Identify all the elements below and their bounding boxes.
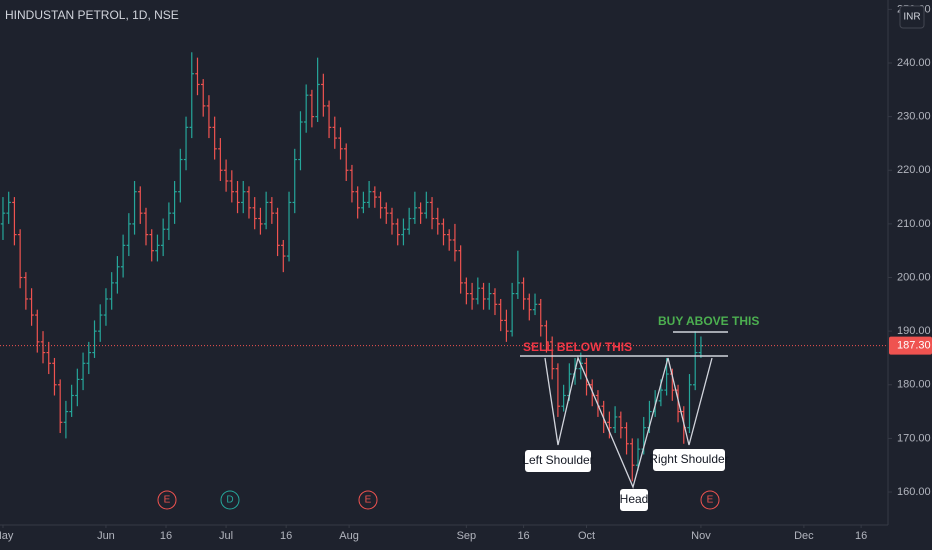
- event-marker[interactable]: [220, 490, 240, 510]
- chart-title: HINDUSTAN PETROL, 1D, NSE: [5, 8, 179, 22]
- x-tick-label: 16: [160, 530, 172, 542]
- x-tick-label: Jul: [219, 530, 233, 542]
- pattern-outline: [544, 355, 713, 489]
- overlay: 187.30: [0, 336, 932, 355]
- pattern-label: Head: [620, 492, 649, 506]
- label-box: [525, 450, 591, 472]
- x-tick-label: Dec: [794, 530, 814, 542]
- y-tick-label: 200.00: [897, 271, 931, 283]
- axes: 160.00 170.00 180.00 190.00 200.00 210.00 220.…: [0, 3, 931, 542]
- y-tick-label: 190.00: [897, 325, 931, 337]
- label-box: [653, 449, 725, 471]
- y-tick-label: 160.00: [897, 486, 931, 498]
- x-tick-label: May: [0, 530, 14, 542]
- drawings: Left Shoulder Head Right Shoulder SELL B…: [520, 314, 759, 511]
- event-label: E: [164, 495, 171, 506]
- pattern-label: Left Shoulder: [522, 453, 593, 467]
- event-marker[interactable]: [700, 490, 720, 510]
- y-tick-label: 170.00: [897, 432, 931, 444]
- event-marker[interactable]: [358, 490, 378, 510]
- x-tick-label: Oct: [578, 530, 595, 542]
- currency-box[interactable]: [899, 5, 925, 29]
- buy-label: BUY ABOVE THIS: [658, 314, 759, 328]
- x-tick-label: 16: [855, 530, 867, 542]
- event-label: E: [707, 495, 714, 506]
- pattern-label: Right Shoulder: [649, 452, 728, 466]
- currency-label: INR: [903, 12, 920, 23]
- y-tick-label: 220.00: [897, 164, 931, 176]
- last-price-box: [889, 336, 932, 355]
- events: E D E E: [157, 490, 720, 510]
- x-tick-label: Nov: [691, 530, 711, 542]
- y-tick-label: 180.00: [897, 379, 931, 391]
- y-tick-label: 240.00: [897, 57, 931, 69]
- event-label: D: [226, 495, 233, 506]
- y-tick-label: 230.00: [897, 111, 931, 123]
- x-tick-label: Sep: [457, 530, 477, 542]
- x-tick-label: 16: [280, 530, 292, 542]
- y-tick-label: 210.00: [897, 218, 931, 230]
- bars: [0, 52, 704, 482]
- last-price-label: 187.30: [897, 340, 931, 352]
- x-tick-label: Aug: [339, 530, 359, 542]
- label-box: [620, 489, 648, 511]
- event-marker[interactable]: [157, 490, 177, 510]
- x-tick-label: Jun: [97, 530, 115, 542]
- sell-label: SELL BELOW THIS: [523, 340, 632, 354]
- event-label: E: [365, 495, 372, 506]
- x-tick-label: 16: [517, 530, 529, 542]
